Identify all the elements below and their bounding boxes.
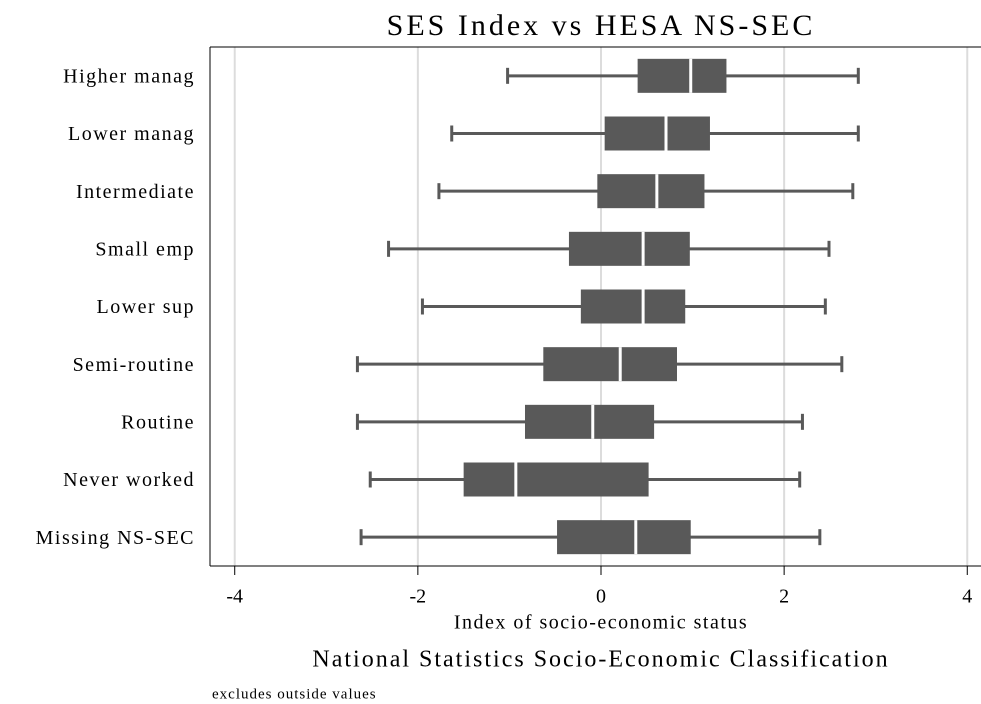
y-tick-label: Missing NS-SEC (36, 527, 195, 549)
x-tick-label: -4 (226, 586, 243, 608)
box (637, 58, 727, 93)
box (568, 231, 690, 266)
y-tick-label: Small emp (95, 238, 195, 260)
x-tick-label: 2 (779, 586, 789, 608)
box (580, 289, 686, 324)
y-tick-label: Lower sup (97, 296, 195, 318)
x-tick-label: 4 (962, 586, 972, 608)
box (543, 347, 677, 382)
box (604, 116, 710, 151)
box (463, 462, 649, 497)
y-tick-label: Lower manag (68, 123, 195, 145)
y-tick-label: Higher manag (63, 65, 195, 87)
y-tick-label: Intermediate (76, 181, 195, 203)
subtitle: National Statistics Socio-Economic Class… (312, 647, 889, 673)
box (557, 520, 691, 555)
y-tick-label: Semi-routine (73, 354, 195, 376)
box (524, 404, 655, 439)
y-tick-label: Never worked (63, 469, 195, 491)
note: excludes outside values (212, 686, 377, 702)
x-tick-label: -2 (410, 586, 427, 608)
y-tick-label: Routine (121, 411, 195, 433)
x-tick-label: 0 (596, 586, 606, 608)
box (597, 174, 705, 209)
chart-title: SES Index vs HESA NS-SEC (387, 9, 816, 42)
x-axis-label: Index of socio-economic status (454, 612, 748, 634)
